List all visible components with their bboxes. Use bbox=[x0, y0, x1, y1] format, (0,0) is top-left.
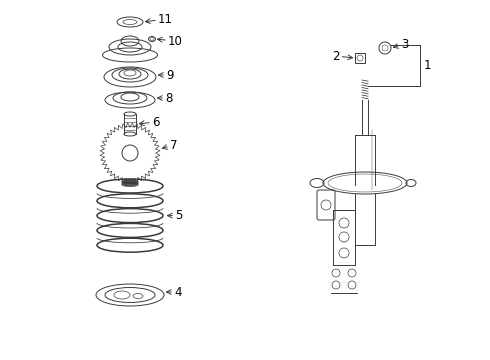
Bar bbox=[355, 53, 365, 63]
Text: 1: 1 bbox=[424, 59, 432, 72]
Text: 10: 10 bbox=[157, 35, 183, 48]
Text: 8: 8 bbox=[157, 91, 172, 104]
Text: 4: 4 bbox=[167, 285, 181, 298]
Text: 11: 11 bbox=[146, 13, 173, 26]
Text: 6: 6 bbox=[140, 116, 160, 129]
Text: 3: 3 bbox=[393, 37, 408, 50]
Text: 5: 5 bbox=[168, 209, 182, 222]
Text: 9: 9 bbox=[158, 68, 173, 81]
Text: 2: 2 bbox=[332, 50, 352, 63]
Text: 7: 7 bbox=[162, 139, 177, 152]
